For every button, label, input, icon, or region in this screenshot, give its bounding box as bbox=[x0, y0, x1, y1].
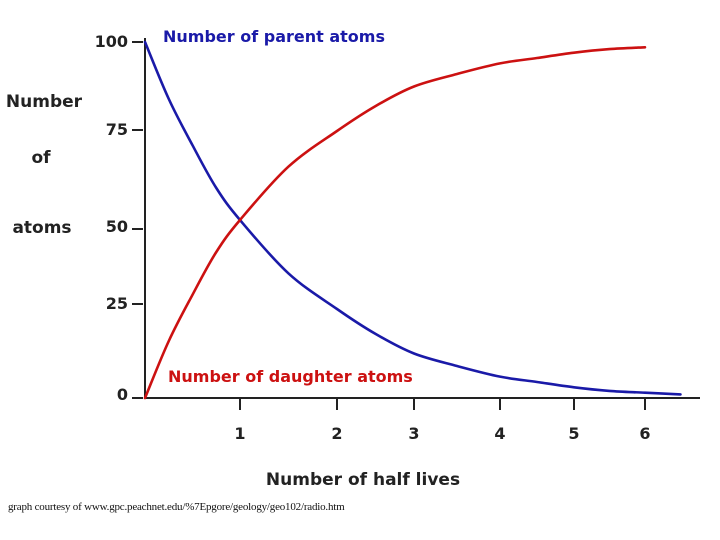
y-tick-label-100: 100 bbox=[95, 32, 128, 51]
y-axis-title-line-3: atoms bbox=[12, 218, 71, 238]
y-tick-label-0: 0 bbox=[117, 385, 128, 404]
daughter-series-label: Number of daughter atoms bbox=[168, 367, 413, 386]
axes bbox=[144, 38, 700, 399]
daughter-atoms-line bbox=[143, 46, 647, 400]
parent-atoms-line bbox=[143, 40, 682, 396]
y-axis-title-line-2: of bbox=[31, 148, 51, 168]
data-series bbox=[143, 40, 682, 400]
parent-series-label: Number of parent atoms bbox=[163, 27, 385, 46]
y-axis-title-line-1: Number bbox=[6, 92, 83, 112]
source-caption: graph courtesy of www.gpc.peachnet.edu/%… bbox=[8, 501, 345, 513]
x-axis-title: Number of half lives bbox=[266, 470, 460, 490]
x-tick-label-4: 4 bbox=[494, 424, 505, 443]
x-tick-label-2: 2 bbox=[331, 424, 342, 443]
x-tick-label-3: 3 bbox=[408, 424, 419, 443]
x-tick-label-5: 5 bbox=[568, 424, 579, 443]
y-tick-label-25: 25 bbox=[106, 294, 128, 313]
x-tick-label-1: 1 bbox=[234, 424, 245, 443]
tick-marks bbox=[132, 41, 646, 410]
y-tick-label-50: 50 bbox=[106, 217, 128, 236]
y-tick-label-75: 75 bbox=[106, 120, 128, 139]
x-tick-label-6: 6 bbox=[639, 424, 650, 443]
